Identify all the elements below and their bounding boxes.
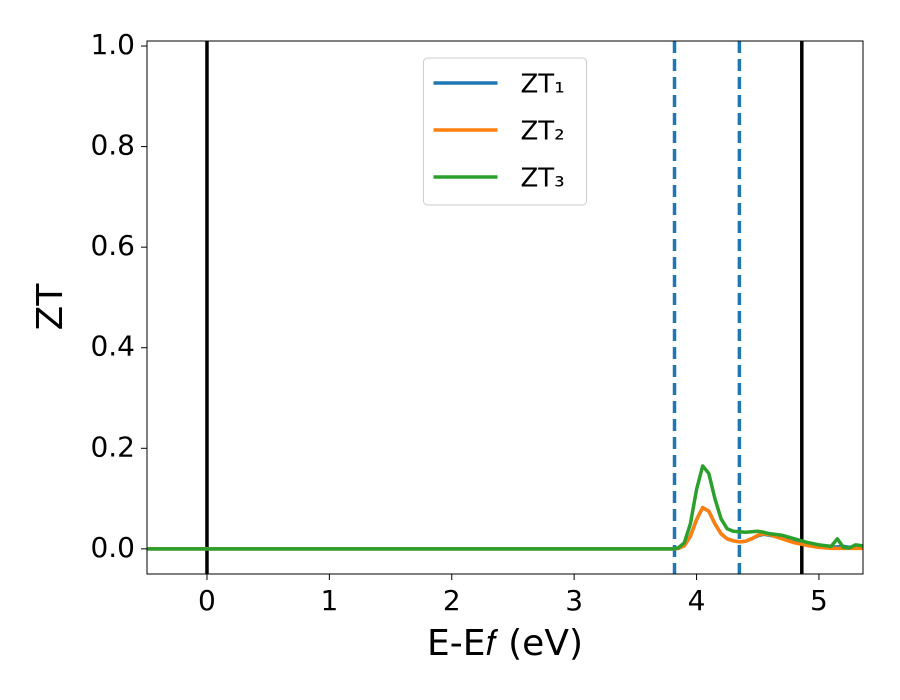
x-tick-label: 0 xyxy=(198,584,216,617)
y-tick-label: 0.4 xyxy=(90,330,135,363)
series-line xyxy=(147,464,863,551)
y-tick-label: 1.0 xyxy=(90,28,135,61)
x-tick-label: 5 xyxy=(810,584,828,617)
x-tick-label: 2 xyxy=(443,584,461,617)
plot-area xyxy=(147,41,863,574)
y-tick-label: 0.6 xyxy=(90,229,135,262)
y-tick-label: 0.8 xyxy=(90,129,135,162)
x-axis-label: E-E𝑓 (eV) xyxy=(427,623,583,664)
axes-frame xyxy=(146,40,864,575)
y-axis-label: ZT xyxy=(30,283,71,331)
x-tick-label: 3 xyxy=(565,584,583,617)
x-tick-label: 1 xyxy=(320,584,338,617)
legend-label: ZT₂ xyxy=(521,117,565,147)
series-line xyxy=(147,505,863,551)
series-line xyxy=(147,505,863,551)
legend-box xyxy=(423,57,587,206)
legend-label: ZT₁ xyxy=(521,70,565,100)
legend-label: ZT₃ xyxy=(521,164,565,194)
y-tick-label: 0.0 xyxy=(90,531,135,564)
y-tick-label: 0.2 xyxy=(90,430,135,463)
x-tick-label: 4 xyxy=(688,584,706,617)
